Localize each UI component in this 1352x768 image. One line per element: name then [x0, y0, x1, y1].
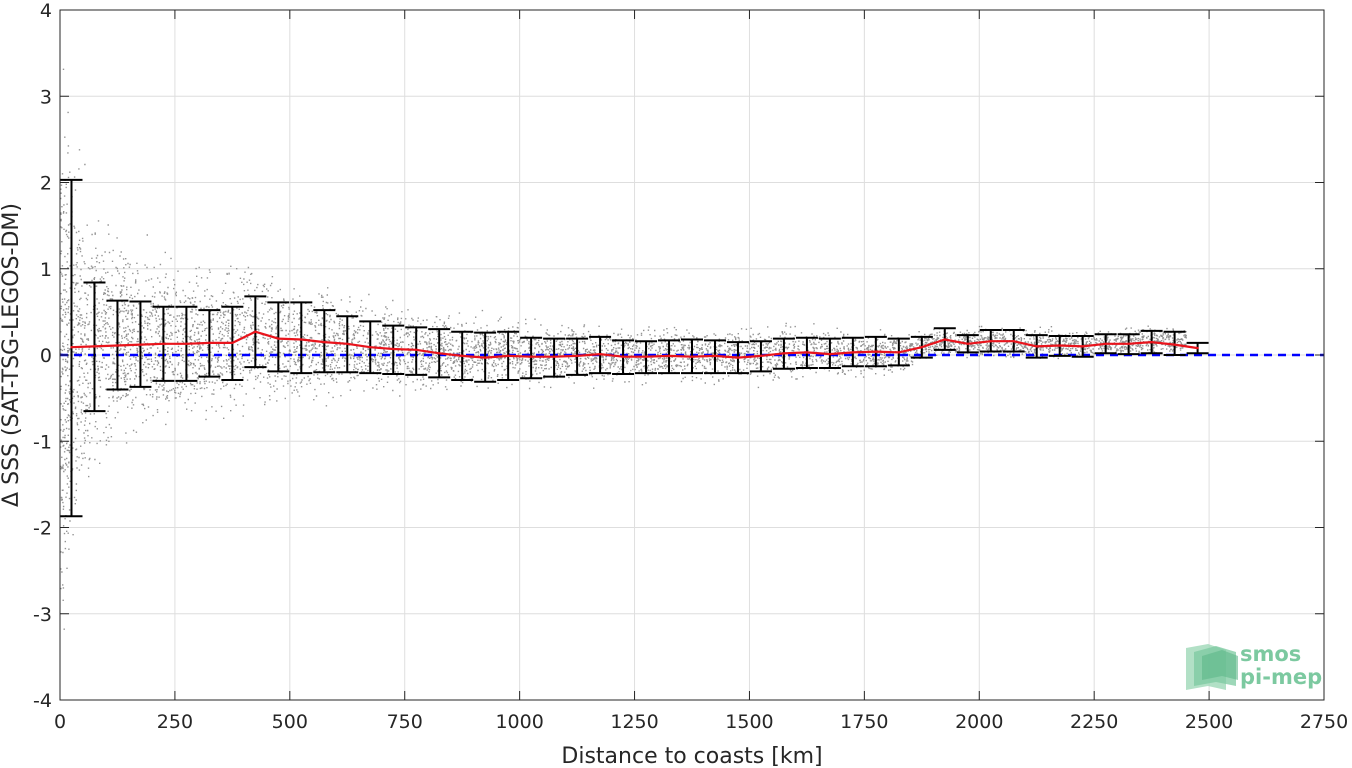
mean-point: [644, 355, 648, 358]
mean-line: [70, 330, 1199, 359]
mean-point: [231, 341, 234, 345]
x-tick-label: 1250: [610, 711, 658, 733]
y-axis-label: Δ SSS (SAT-TSG-LEGOS-DM): [0, 203, 24, 507]
mean-point: [897, 351, 901, 354]
error-bar: [520, 336, 543, 380]
mean-point: [989, 340, 992, 343]
mean-point: [1058, 344, 1061, 347]
y-tick-label: -3: [33, 604, 52, 626]
mean-point: [93, 345, 96, 348]
mean-point: [1173, 343, 1176, 346]
mean-point: [943, 338, 946, 341]
mean-point: [1104, 342, 1107, 345]
mean-point: [277, 337, 280, 340]
mean-point: [621, 355, 625, 358]
error-bar: [405, 326, 428, 376]
mean-point: [369, 346, 372, 349]
mean-point: [438, 352, 441, 355]
mean-point: [782, 352, 786, 355]
mean-point: [323, 340, 326, 344]
mean-point: [552, 355, 556, 358]
x-tick-label: 1000: [495, 711, 543, 733]
mean-point: [828, 352, 832, 356]
mean-point: [690, 355, 694, 358]
mean-point: [598, 352, 602, 356]
tick-labels: 0 250 500 750 1000 1250 1500 1750 2000 2250 2500 27…: [33, 0, 1348, 733]
x-axis-label: Distance to coasts [km]: [561, 744, 822, 768]
mean-point: [139, 343, 142, 346]
mean-point: [162, 342, 165, 345]
mean-point: [506, 354, 510, 358]
mean-point: [483, 356, 487, 359]
mean-point: [254, 330, 257, 333]
mean-point: [874, 350, 878, 353]
logo-mark-icon: [1186, 644, 1238, 690]
y-tick-label: 3: [40, 86, 52, 108]
mean-point: [1150, 340, 1153, 344]
y-tick-label: 1: [40, 259, 52, 281]
y-tick-label: 0: [40, 345, 52, 367]
y-tick-label: -2: [33, 518, 52, 540]
x-tick-label: 2000: [955, 711, 1003, 733]
mean-point: [529, 355, 533, 358]
x-tick-label: 2250: [1070, 711, 1118, 733]
mean-point: [208, 341, 211, 345]
mean-point: [70, 346, 73, 349]
x-tick-label: 750: [387, 711, 423, 733]
y-tick-label: 2: [40, 173, 52, 195]
x-tick-label: 2750: [1300, 711, 1348, 733]
axis-ticks: [59, 9, 1325, 701]
mean-point: [392, 347, 395, 351]
error-bar: [267, 301, 290, 373]
y-tick-label: -4: [33, 690, 52, 712]
mean-point: [805, 351, 809, 354]
mean-point: [116, 344, 119, 347]
mean-point: [759, 354, 763, 358]
x-tick-label: 250: [157, 711, 193, 733]
mean-point: [575, 354, 579, 358]
mean-point: [1012, 340, 1015, 343]
y-tick-label: 4: [40, 0, 52, 22]
mean-point: [1035, 345, 1038, 348]
mean-point: [415, 348, 418, 352]
x-tick-label: 500: [272, 711, 308, 733]
mean-point: [1196, 346, 1199, 350]
error-bar: [1163, 330, 1186, 356]
mean-point: [851, 351, 855, 354]
y-tick-label: -1: [33, 431, 52, 453]
x-tick-label: 2500: [1185, 711, 1233, 733]
mean-point: [667, 354, 671, 358]
logo-line1: smos: [1240, 642, 1301, 666]
x-tick-label: 1500: [725, 711, 773, 733]
mean-point: [185, 342, 188, 345]
mean-point: [1081, 345, 1084, 348]
mean-point: [920, 346, 924, 349]
smos-pi-mep-logo: smos pi-mep: [1186, 642, 1322, 690]
mean-point: [736, 356, 740, 359]
mean-point: [300, 338, 303, 341]
error-bar: [290, 301, 313, 375]
mean-point: [713, 354, 717, 358]
mean-point: [460, 354, 464, 358]
x-tick-label: 1750: [840, 711, 888, 733]
mean-polyline: [71, 330, 1198, 359]
logo-line2: pi-mep: [1240, 665, 1322, 689]
mean-point: [966, 342, 969, 345]
x-tick-label: 0: [54, 711, 66, 733]
mean-point: [346, 342, 349, 345]
mean-point: [1127, 342, 1130, 345]
